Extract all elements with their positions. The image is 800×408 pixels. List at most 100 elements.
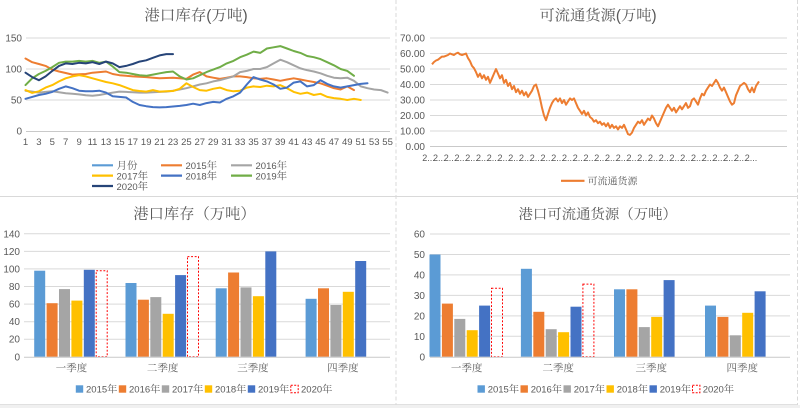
svg-text:2015: 2015: [488, 385, 509, 396]
svg-text:): ): [243, 8, 248, 25]
svg-text:2...: 2...: [444, 153, 457, 163]
svg-text:2019: 2019: [258, 385, 279, 396]
svg-text:2...: 2...: [691, 153, 704, 163]
svg-text:2...: 2...: [584, 153, 597, 163]
svg-text:29: 29: [208, 137, 219, 148]
svg-text:11: 11: [88, 137, 98, 148]
svg-text:120: 120: [3, 247, 20, 258]
svg-text:19: 19: [141, 137, 152, 148]
svg-text:100: 100: [5, 65, 22, 76]
svg-text:0: 0: [419, 352, 425, 363]
svg-text:2...: 2...: [616, 153, 629, 163]
svg-text:21: 21: [154, 137, 165, 148]
svg-text:55: 55: [382, 137, 393, 148]
svg-text:3: 3: [36, 137, 41, 148]
svg-text:50: 50: [414, 250, 426, 261]
svg-text:50.00: 50.00: [400, 65, 425, 76]
svg-text:2019: 2019: [660, 385, 681, 396]
svg-text:60: 60: [414, 230, 426, 241]
svg-text:2017: 2017: [117, 171, 138, 182]
svg-text:10: 10: [414, 332, 426, 343]
svg-text:13: 13: [101, 137, 112, 148]
svg-text:2...: 2...: [455, 153, 468, 163]
svg-text:2...: 2...: [465, 153, 478, 163]
svg-text:45: 45: [315, 137, 326, 148]
svg-text:10.00: 10.00: [400, 127, 425, 138]
svg-text:30.00: 30.00: [400, 96, 425, 107]
svg-text:2...: 2...: [702, 153, 715, 163]
svg-text:2...: 2...: [648, 153, 661, 163]
svg-text:7: 7: [63, 137, 68, 148]
svg-text:2...: 2...: [734, 153, 747, 163]
svg-text:2...: 2...: [422, 153, 435, 163]
svg-text:2016: 2016: [129, 385, 150, 396]
svg-text:2...: 2...: [670, 153, 683, 163]
svg-text:37: 37: [262, 137, 273, 148]
svg-text:2...: 2...: [573, 153, 586, 163]
svg-text:50: 50: [11, 96, 23, 107]
svg-text:20: 20: [9, 335, 21, 346]
svg-text:39: 39: [275, 137, 286, 148]
svg-text:2...: 2...: [680, 153, 693, 163]
svg-text:0: 0: [14, 352, 20, 363]
svg-text:51: 51: [356, 137, 367, 148]
svg-text:43: 43: [302, 137, 313, 148]
svg-text:2...: 2...: [627, 153, 640, 163]
svg-text:2020: 2020: [703, 385, 724, 396]
svg-text:25: 25: [181, 137, 192, 148]
svg-text:2...: 2...: [476, 153, 489, 163]
svg-text:15: 15: [114, 137, 125, 148]
svg-text:49: 49: [342, 137, 353, 148]
svg-text:1: 1: [23, 137, 28, 148]
svg-text:2...: 2...: [498, 153, 511, 163]
svg-text:2019: 2019: [256, 171, 277, 182]
svg-text:40: 40: [9, 317, 21, 328]
svg-text:2015: 2015: [186, 161, 207, 172]
svg-text:70.00: 70.00: [400, 34, 425, 45]
svg-text:2...: 2...: [594, 153, 607, 163]
svg-text:(: (: [206, 8, 212, 25]
svg-text:47: 47: [329, 137, 340, 148]
svg-text:9: 9: [76, 137, 81, 148]
svg-text:140: 140: [3, 229, 20, 240]
svg-text:2...: 2...: [637, 153, 650, 163]
svg-text:100: 100: [3, 264, 20, 275]
svg-text:35: 35: [248, 137, 259, 148]
svg-text:2020: 2020: [301, 385, 322, 396]
svg-text:2017: 2017: [574, 385, 595, 396]
svg-text:53: 53: [369, 137, 380, 148]
svg-text:2018: 2018: [617, 385, 638, 396]
svg-text:2...: 2...: [519, 153, 532, 163]
svg-text:60.00: 60.00: [400, 49, 425, 60]
svg-text:(: (: [616, 8, 621, 25]
svg-text:2...: 2...: [433, 153, 446, 163]
svg-text:2016: 2016: [256, 161, 277, 172]
svg-text:0.00: 0.00: [406, 142, 426, 153]
svg-text:31: 31: [221, 137, 232, 148]
svg-text:2...: 2...: [723, 153, 736, 163]
svg-text:150: 150: [5, 34, 22, 45]
svg-text:2...: 2...: [659, 153, 672, 163]
svg-text:60: 60: [9, 300, 21, 311]
svg-text:40.00: 40.00: [400, 80, 425, 91]
svg-text:5: 5: [50, 137, 55, 148]
svg-text:2...: 2...: [713, 153, 726, 163]
svg-text:2018: 2018: [215, 385, 236, 396]
svg-text:2...: 2...: [508, 153, 521, 163]
svg-text:41: 41: [288, 137, 299, 148]
svg-text:0: 0: [16, 127, 22, 138]
svg-text:2...: 2...: [487, 153, 500, 163]
svg-text:20: 20: [414, 311, 426, 322]
svg-text:17: 17: [128, 137, 139, 148]
svg-text:33: 33: [235, 137, 246, 148]
svg-text:2...: 2...: [562, 153, 575, 163]
svg-text:2016: 2016: [531, 385, 552, 396]
svg-text:): ): [652, 8, 657, 25]
svg-text:23: 23: [168, 137, 179, 148]
svg-text:2...: 2...: [530, 153, 543, 163]
svg-text:2017: 2017: [172, 385, 193, 396]
svg-text:80: 80: [9, 282, 21, 293]
svg-text:30: 30: [414, 291, 426, 302]
svg-text:40: 40: [414, 270, 426, 281]
svg-text:2...: 2...: [541, 153, 554, 163]
